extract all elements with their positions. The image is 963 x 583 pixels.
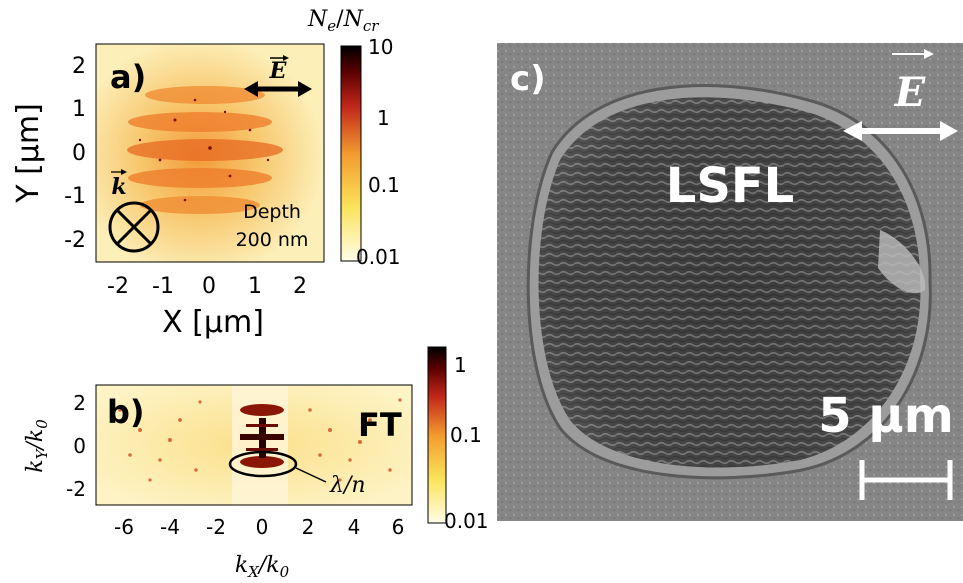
panel-label-c: c) — [510, 59, 546, 99]
x-tick-label: 2 — [293, 274, 307, 299]
lsfl-label: LSFL — [666, 158, 795, 214]
y-tick-label: -2 — [66, 477, 86, 501]
x-tick-label: 2 — [302, 515, 315, 539]
efield-label-a: E — [269, 58, 288, 84]
axes-frame-b — [95, 384, 413, 506]
crater-interior — [538, 97, 921, 468]
crater-edge-fragment — [878, 230, 926, 294]
scalebar-label: 5 µm — [818, 388, 953, 444]
y-tick-label: 0 — [73, 434, 86, 458]
panel-b: λ/n b) FT 2 0 -2 -6 -4 -2 0 2 4 6 kX/k0 … — [23, 346, 489, 581]
x-tick-label: 4 — [348, 515, 361, 539]
y-tick-label: 2 — [72, 54, 86, 79]
colorbar-a-tick: 0.01 — [356, 245, 401, 269]
into-page-icon — [108, 201, 160, 253]
x-tick-label: 0 — [202, 274, 216, 299]
annotation-pointer — [295, 467, 327, 483]
colorbar-a-tick: 0.1 — [368, 173, 400, 197]
x-tick-labels-b: -6 -4 -2 0 2 4 6 — [114, 515, 404, 539]
efield-indicator-c: E — [843, 49, 958, 141]
y-tick-labels-a: 2 1 0 -1 -2 — [64, 54, 86, 253]
density-fringes — [127, 86, 283, 214]
efield-label-c: E — [894, 69, 926, 116]
colorbar-b-tick: 0.01 — [444, 509, 489, 533]
lambda-n-annotation: λ/n — [329, 473, 366, 498]
k-label: k — [111, 174, 126, 200]
y-tick-label: -1 — [64, 184, 86, 209]
x-tick-label: -1 — [152, 274, 174, 299]
x-tick-label: 1 — [248, 274, 262, 299]
colorbar-b-tick: 1 — [454, 353, 467, 377]
colorbar-a-gradient — [340, 45, 362, 262]
x-tick-label: -6 — [114, 515, 134, 539]
colorbar-a-tick: 1 — [377, 106, 390, 130]
x-axis-label-a: X [µm] — [162, 305, 264, 340]
colorbar-a-title: Ne/Ncr — [307, 7, 379, 35]
axes-frame-a — [95, 43, 325, 263]
y-tick-labels-b: 2 0 -2 — [66, 391, 86, 501]
colorbar-b: 1 0.1 0.01 — [427, 346, 489, 533]
lambda-n-ring — [228, 450, 298, 478]
y-tick-label: -2 — [64, 228, 86, 253]
colorbar-a-tick: 10 — [368, 35, 393, 59]
k-vector-indicator: k — [108, 169, 160, 253]
panel-a: 2 1 0 -1 -2 -2 -1 0 1 2 X [µm] Y [µm] a)… — [11, 7, 401, 340]
y-tick-label: 2 — [73, 391, 86, 415]
depth-label-line2: 200 nm — [236, 229, 309, 251]
x-tick-label: -2 — [107, 274, 129, 299]
efield-indicator-a: E — [244, 55, 312, 97]
colorbar-b-gradient — [427, 346, 447, 524]
colorbar-a: 10 1 0.1 0.01 Ne/Ncr — [307, 7, 401, 269]
x-tick-label: 0 — [256, 515, 269, 539]
ft-central-peak — [240, 404, 284, 468]
y-tick-label: 0 — [72, 141, 86, 166]
panel-c: c) LSFL E 5 µm — [497, 43, 963, 521]
x-tick-labels-a: -2 -1 0 1 2 — [107, 274, 307, 299]
panel-label-b: b) — [107, 393, 145, 431]
ft-label: FT — [358, 406, 402, 444]
scalebar — [859, 460, 953, 500]
y-tick-label: 1 — [72, 97, 86, 122]
x-tick-label: -4 — [160, 515, 180, 539]
x-tick-label: -2 — [206, 515, 226, 539]
x-tick-label: 6 — [392, 515, 405, 539]
ft-speckle — [118, 398, 402, 482]
y-axis-label-a: Y [µm] — [11, 103, 46, 204]
y-axis-label-b: kY/k0 — [23, 419, 51, 473]
density-hotspots — [138, 98, 270, 202]
colorbar-b-tick: 0.1 — [450, 423, 482, 447]
depth-label-line1: Depth — [243, 201, 301, 223]
x-axis-label-b: kX/k0 — [235, 553, 290, 581]
panel-label-a: a) — [110, 58, 146, 96]
